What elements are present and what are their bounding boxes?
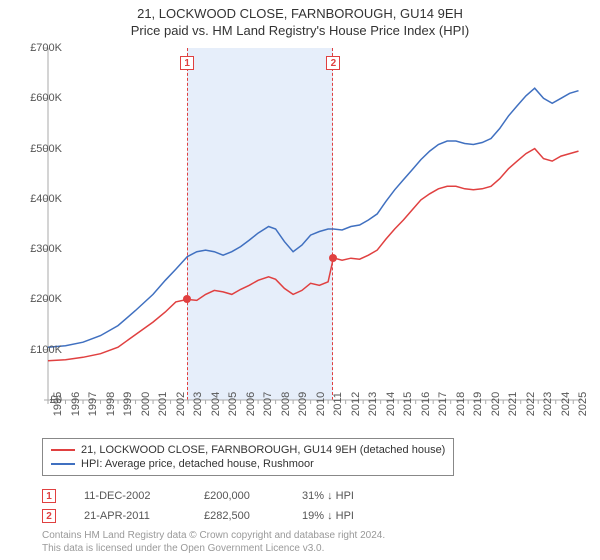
legend-swatch-blue xyxy=(51,463,75,465)
x-axis-tick-label: 2006 xyxy=(245,392,257,416)
sale-price: £200,000 xyxy=(204,490,274,502)
sale-marker-dot xyxy=(329,254,337,262)
x-axis-tick-label: 2017 xyxy=(437,392,449,416)
chart-container: { "title": { "line1": "21, LOCKWOOD CLOS… xyxy=(0,0,600,560)
sale-row-2: 2 21-APR-2011 £282,500 19% ↓ HPI xyxy=(42,506,402,526)
y-axis-tick-label: £400K xyxy=(18,193,62,205)
x-axis-tick-label: 1999 xyxy=(122,392,134,416)
title-address: 21, LOCKWOOD CLOSE, FARNBOROUGH, GU14 9E… xyxy=(0,6,600,21)
x-axis-tick-label: 2021 xyxy=(507,392,519,416)
attribution-line2: This data is licensed under the Open Gov… xyxy=(42,543,385,556)
y-axis-tick-label: £200K xyxy=(18,293,62,305)
y-axis-tick-label: £500K xyxy=(18,143,62,155)
sale-marker-box: 2 xyxy=(326,56,340,70)
x-axis-tick-label: 1996 xyxy=(70,392,82,416)
x-axis-tick-label: 1995 xyxy=(52,392,64,416)
y-axis-tick-label: £300K xyxy=(18,243,62,255)
legend-label: 21, LOCKWOOD CLOSE, FARNBOROUGH, GU14 9E… xyxy=(81,444,445,456)
title-subtitle: Price paid vs. HM Land Registry's House … xyxy=(0,23,600,38)
attribution-line1: Contains HM Land Registry data © Crown c… xyxy=(42,530,385,543)
sale-date: 11-DEC-2002 xyxy=(84,490,176,502)
x-axis-tick-label: 2013 xyxy=(367,392,379,416)
x-axis-tick-label: 2020 xyxy=(490,392,502,416)
sale-marker-1: 1 xyxy=(42,489,56,503)
x-axis-tick-label: 2002 xyxy=(175,392,187,416)
x-axis-tick-label: 2016 xyxy=(420,392,432,416)
y-axis-tick-label: £600K xyxy=(18,92,62,104)
sale-diff: 31% ↓ HPI xyxy=(302,490,402,502)
x-axis-tick-label: 1998 xyxy=(105,392,117,416)
x-axis-tick-label: 2001 xyxy=(157,392,169,416)
sale-date: 21-APR-2011 xyxy=(84,510,176,522)
x-axis-tick-label: 2019 xyxy=(472,392,484,416)
x-axis-tick-label: 2022 xyxy=(525,392,537,416)
legend-item-hpi: HPI: Average price, detached house, Rush… xyxy=(51,457,445,471)
x-axis-tick-label: 2000 xyxy=(140,392,152,416)
x-axis-tick-label: 2005 xyxy=(227,392,239,416)
sale-marker-2: 2 xyxy=(42,509,56,523)
x-axis-tick-label: 2018 xyxy=(455,392,467,416)
x-axis-tick-label: 2003 xyxy=(192,392,204,416)
legend-label: HPI: Average price, detached house, Rush… xyxy=(81,458,314,470)
chart-svg xyxy=(48,48,582,400)
x-axis-tick-label: 2023 xyxy=(542,392,554,416)
plot-area: 12 xyxy=(48,48,582,400)
x-axis-tick-label: 2007 xyxy=(262,392,274,416)
chart-title: 21, LOCKWOOD CLOSE, FARNBOROUGH, GU14 9E… xyxy=(0,0,600,38)
y-axis-tick-label: £100K xyxy=(18,344,62,356)
y-axis-tick-label: £700K xyxy=(18,42,62,54)
x-axis-tick-label: 2025 xyxy=(577,392,589,416)
legend-item-price-paid: 21, LOCKWOOD CLOSE, FARNBOROUGH, GU14 9E… xyxy=(51,443,445,457)
x-axis-tick-label: 2024 xyxy=(560,392,572,416)
x-axis-tick-label: 2011 xyxy=(332,392,344,416)
sale-marker-dot xyxy=(183,295,191,303)
x-axis-tick-label: 2014 xyxy=(385,392,397,416)
x-axis-tick-label: 2012 xyxy=(350,392,362,416)
series-price_paid xyxy=(48,149,579,361)
x-axis-tick-label: 2004 xyxy=(210,392,222,416)
sale-marker-box: 1 xyxy=(180,56,194,70)
series-hpi xyxy=(48,88,579,347)
sale-diff: 19% ↓ HPI xyxy=(302,510,402,522)
sale-row-1: 1 11-DEC-2002 £200,000 31% ↓ HPI xyxy=(42,486,402,506)
sale-table: 1 11-DEC-2002 £200,000 31% ↓ HPI 2 21-AP… xyxy=(42,486,402,526)
x-axis-tick-label: 2008 xyxy=(280,392,292,416)
sale-price: £282,500 xyxy=(204,510,274,522)
legend: 21, LOCKWOOD CLOSE, FARNBOROUGH, GU14 9E… xyxy=(42,438,454,476)
x-axis-tick-label: 2010 xyxy=(315,392,327,416)
x-axis-tick-label: 1997 xyxy=(87,392,99,416)
legend-swatch-red xyxy=(51,449,75,451)
x-axis-tick-label: 2015 xyxy=(402,392,414,416)
attribution: Contains HM Land Registry data © Crown c… xyxy=(42,530,385,555)
x-axis-tick-label: 2009 xyxy=(297,392,309,416)
